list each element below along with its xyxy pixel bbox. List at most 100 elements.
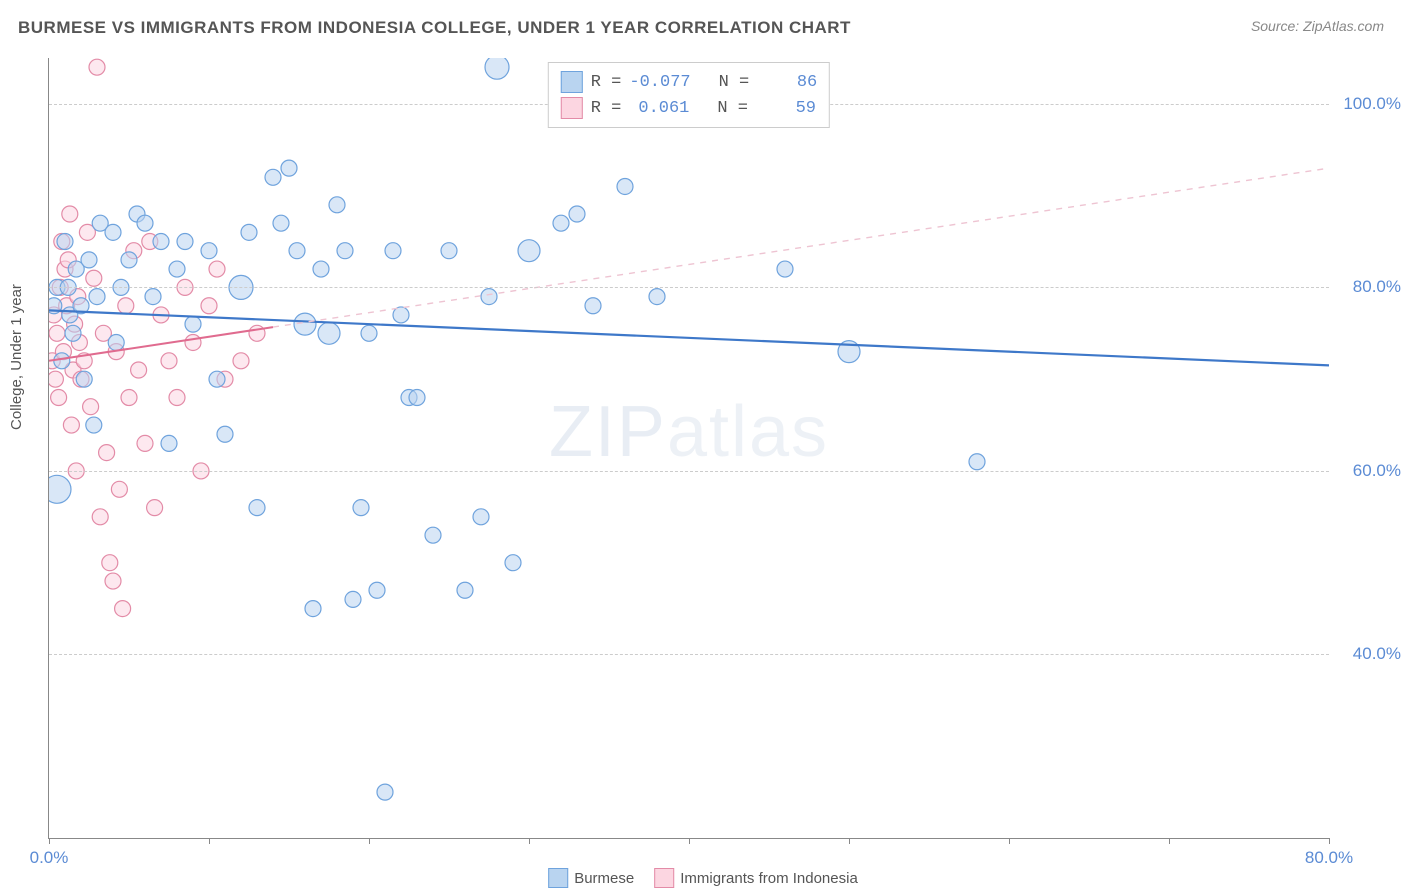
x-tick-mark bbox=[849, 838, 850, 844]
scatter-point bbox=[485, 58, 509, 79]
stat-row-indonesia: R = 0.061 N = 59 bbox=[561, 95, 817, 121]
scatter-point bbox=[161, 435, 177, 451]
gridline-h bbox=[49, 654, 1329, 655]
y-tick-label: 80.0% bbox=[1353, 277, 1401, 297]
y-axis-label: College, Under 1 year bbox=[8, 284, 25, 430]
r-value-1: 0.061 bbox=[629, 99, 689, 118]
scatter-point bbox=[51, 390, 67, 406]
scatter-point bbox=[617, 178, 633, 194]
scatter-point bbox=[76, 371, 92, 387]
scatter-point bbox=[49, 371, 63, 387]
scatter-point bbox=[185, 334, 201, 350]
plot-area: ZIPatlas R = -0.077 N = 86 R = 0.061 N =… bbox=[48, 58, 1329, 839]
scatter-point bbox=[217, 426, 233, 442]
scatter-point bbox=[377, 784, 393, 800]
scatter-point bbox=[969, 454, 985, 470]
stat-swatch-indonesia bbox=[561, 97, 583, 119]
scatter-point bbox=[99, 445, 115, 461]
scatter-point bbox=[241, 224, 257, 240]
scatter-point bbox=[585, 298, 601, 314]
legend-swatch-burmese bbox=[548, 868, 568, 888]
scatter-point bbox=[441, 243, 457, 259]
scatter-point bbox=[337, 243, 353, 259]
scatter-point bbox=[249, 500, 265, 516]
scatter-point bbox=[473, 509, 489, 525]
chart-title: BURMESE VS IMMIGRANTS FROM INDONESIA COL… bbox=[18, 18, 851, 38]
chart-svg bbox=[49, 58, 1329, 838]
x-tick-label: 0.0% bbox=[30, 848, 69, 868]
scatter-point bbox=[353, 500, 369, 516]
stat-row-burmese: R = -0.077 N = 86 bbox=[561, 69, 817, 95]
scatter-point bbox=[111, 481, 127, 497]
scatter-point bbox=[63, 417, 79, 433]
r-label-1: R = bbox=[591, 99, 622, 118]
scatter-point bbox=[305, 601, 321, 617]
y-tick-label: 60.0% bbox=[1353, 461, 1401, 481]
legend-swatch-indonesia bbox=[654, 868, 674, 888]
scatter-point bbox=[385, 243, 401, 259]
stat-legend: R = -0.077 N = 86 R = 0.061 N = 59 bbox=[548, 62, 830, 128]
scatter-point bbox=[89, 59, 105, 75]
scatter-point bbox=[329, 197, 345, 213]
scatter-point bbox=[361, 325, 377, 341]
scatter-point bbox=[121, 390, 137, 406]
scatter-point bbox=[147, 500, 163, 516]
scatter-point bbox=[115, 601, 131, 617]
x-tick-mark bbox=[1169, 838, 1170, 844]
scatter-point bbox=[289, 243, 305, 259]
scatter-point bbox=[49, 475, 71, 503]
x-tick-mark bbox=[369, 838, 370, 844]
scatter-point bbox=[102, 555, 118, 571]
scatter-point bbox=[62, 206, 78, 222]
n-value-1: 59 bbox=[756, 99, 816, 118]
scatter-point bbox=[777, 261, 793, 277]
x-tick-label: 80.0% bbox=[1305, 848, 1353, 868]
gridline-h bbox=[49, 287, 1329, 288]
stat-swatch-burmese bbox=[561, 71, 583, 93]
scatter-point bbox=[118, 298, 134, 314]
x-tick-mark bbox=[49, 838, 50, 844]
gridline-h bbox=[49, 471, 1329, 472]
scatter-point bbox=[201, 298, 217, 314]
scatter-point bbox=[553, 215, 569, 231]
scatter-point bbox=[145, 289, 161, 305]
scatter-point bbox=[137, 215, 153, 231]
scatter-point bbox=[369, 582, 385, 598]
x-tick-mark bbox=[1009, 838, 1010, 844]
scatter-point bbox=[131, 362, 147, 378]
scatter-point bbox=[481, 289, 497, 305]
r-value-0: -0.077 bbox=[629, 73, 690, 92]
scatter-point bbox=[518, 240, 540, 262]
scatter-point bbox=[86, 270, 102, 286]
legend-label-indonesia: Immigrants from Indonesia bbox=[680, 870, 858, 887]
source-label: Source: ZipAtlas.com bbox=[1251, 18, 1384, 34]
y-tick-label: 40.0% bbox=[1353, 644, 1401, 664]
scatter-point bbox=[121, 252, 137, 268]
legend-item-burmese: Burmese bbox=[548, 868, 634, 888]
scatter-point bbox=[92, 509, 108, 525]
scatter-point bbox=[169, 261, 185, 277]
scatter-point bbox=[209, 371, 225, 387]
scatter-point bbox=[108, 334, 124, 350]
legend-label-burmese: Burmese bbox=[574, 870, 634, 887]
y-tick-label: 100.0% bbox=[1343, 94, 1401, 114]
scatter-point bbox=[137, 435, 153, 451]
x-tick-mark bbox=[209, 838, 210, 844]
scatter-point bbox=[65, 325, 81, 341]
n-label-0: N = bbox=[719, 73, 750, 92]
x-tick-mark bbox=[689, 838, 690, 844]
scatter-point bbox=[185, 316, 201, 332]
scatter-point bbox=[281, 160, 297, 176]
scatter-point bbox=[83, 399, 99, 415]
scatter-point bbox=[201, 243, 217, 259]
scatter-point bbox=[345, 591, 361, 607]
scatter-point bbox=[318, 322, 340, 344]
n-value-0: 86 bbox=[757, 73, 817, 92]
x-tick-mark bbox=[1329, 838, 1330, 844]
scatter-point bbox=[409, 390, 425, 406]
scatter-point bbox=[105, 573, 121, 589]
x-tick-mark bbox=[529, 838, 530, 844]
legend-item-indonesia: Immigrants from Indonesia bbox=[654, 868, 858, 888]
scatter-point bbox=[86, 417, 102, 433]
scatter-point bbox=[57, 234, 73, 250]
